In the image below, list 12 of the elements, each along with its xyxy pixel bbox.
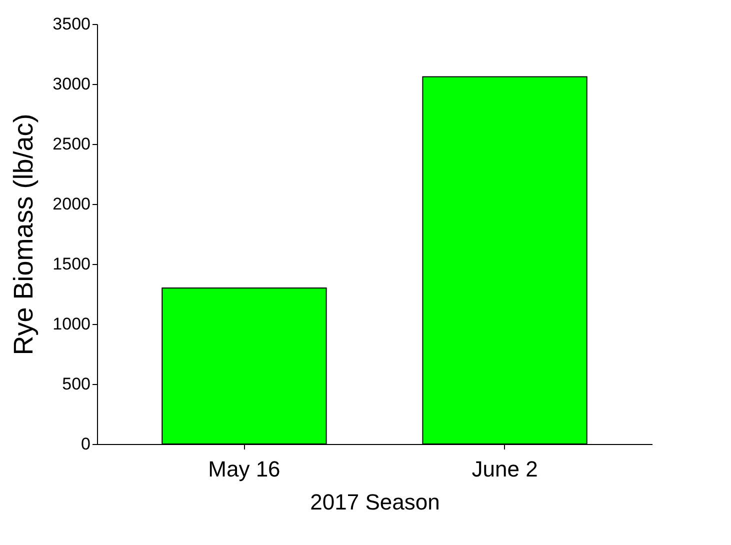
y-tick-label: 1000 [52,314,90,334]
y-tick-label: 3000 [52,74,90,94]
y-tick-label: 500 [62,374,90,394]
y-tick-label: 3500 [52,14,90,34]
x-tick-label: June 2 [472,456,538,482]
y-axis-title: Rye Biomass (lb/ac) [8,114,39,356]
y-tick-label: 1500 [52,254,90,274]
y-tick-label: 2500 [52,134,90,154]
x-axis-title: 2017 Season [310,490,440,514]
y-tick-label: 2000 [52,194,90,214]
y-tick-label: 0 [81,434,90,454]
x-tick-label: May 16 [208,456,280,482]
